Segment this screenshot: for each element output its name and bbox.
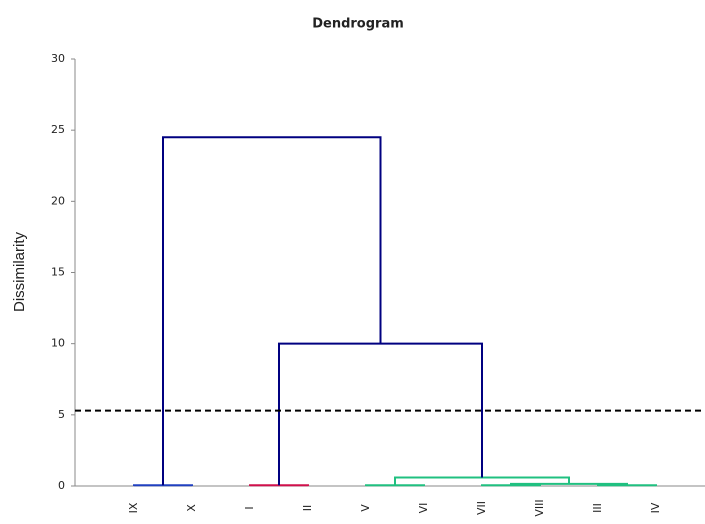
y-tick-label: 5 xyxy=(58,408,65,421)
chart-title: Dendrogram xyxy=(312,17,404,32)
y-tick-label: 0 xyxy=(58,479,65,492)
dendrogram-link xyxy=(597,484,657,487)
leaf-label: I xyxy=(243,506,256,509)
y-axis-label: Dissimilarity xyxy=(11,232,28,312)
dendrogram-link xyxy=(133,484,193,487)
dendrogram-link xyxy=(249,484,309,487)
dendrogram-link xyxy=(481,484,541,487)
y-tick-label: 30 xyxy=(51,52,65,65)
leaf-label: V xyxy=(359,504,372,512)
dendrogram-link xyxy=(365,484,425,487)
leaf-label: II xyxy=(301,505,314,512)
leaf-label: VI xyxy=(417,503,430,514)
leaf-label: VIII xyxy=(533,499,546,516)
dendrogram-link xyxy=(278,342,483,486)
y-tick-label: 15 xyxy=(51,266,65,279)
leaf-label: III xyxy=(591,503,604,513)
dendrogram-link xyxy=(162,136,382,486)
leaf-label: X xyxy=(185,504,198,512)
y-tick-label: 20 xyxy=(51,194,65,207)
y-tick-label: 25 xyxy=(51,123,65,136)
leaf-label: VII xyxy=(475,501,488,515)
leaf-label: IX xyxy=(127,502,140,513)
y-tick-label: 10 xyxy=(51,337,65,350)
leaf-label: IV xyxy=(649,502,662,513)
